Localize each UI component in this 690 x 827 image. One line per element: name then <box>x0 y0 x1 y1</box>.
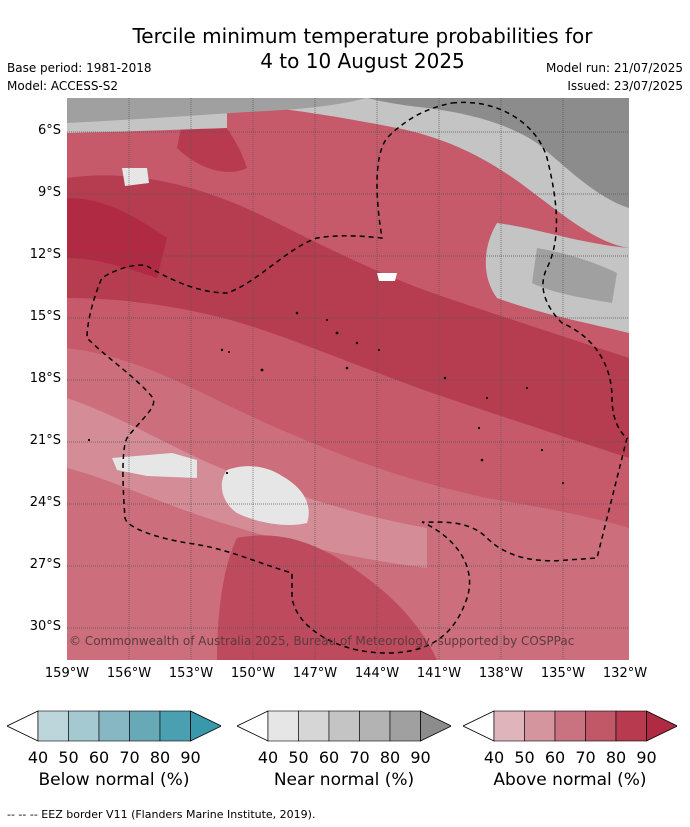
lat-label: 6°S <box>37 123 61 138</box>
above-normal-90-region <box>67 198 167 278</box>
near-normal-90-region <box>367 98 629 208</box>
copyright-notice: © Commonwealth of Australia 2025, Bureau… <box>69 634 575 648</box>
colorbar-tick-label: 40 <box>257 748 279 767</box>
colorbar-tick-label: 60 <box>544 748 566 767</box>
colorbar-tick-label: 80 <box>605 748 627 767</box>
colorbar-segment <box>159 710 191 742</box>
lon-label: 159°W <box>44 666 90 681</box>
above-normal-80-region <box>67 175 629 458</box>
colorbar-segment <box>68 710 100 742</box>
near-normal-patch-2 <box>221 466 309 525</box>
colorbar-tick-label: 90 <box>180 748 201 767</box>
colorbar-segment <box>98 710 130 742</box>
near-normal-north-band <box>67 98 629 248</box>
colorbar-segment <box>328 710 360 742</box>
above-normal-70-south-region <box>217 535 437 660</box>
colorbar-tick-label: 60 <box>88 748 110 767</box>
colorbar-segment <box>37 710 69 742</box>
colorbar-tick-label: 40 <box>27 748 49 767</box>
lat-label: 18°S <box>29 371 61 386</box>
colorbar-segment <box>359 710 391 742</box>
eez-border <box>86 101 628 654</box>
eez-footnote: -- -- -- EEZ border V11 (Flanders Marine… <box>7 808 316 821</box>
colorbar-segment <box>493 710 525 742</box>
legend-above-normal: 40 50 60 70 80 90 Above normal (%) <box>462 710 679 790</box>
islands <box>87 311 564 484</box>
lat-label: 21°S <box>29 433 61 448</box>
legend-label-above-normal: Above normal (%) <box>493 770 647 790</box>
run-info: Model run: 21/07/2025 Issued: 23/07/2025 <box>546 59 683 95</box>
lon-label: 138°W <box>478 666 524 681</box>
lon-label: 141°W <box>416 666 462 681</box>
colorbar-above-normal <box>462 710 679 742</box>
near-normal-patch-1 <box>122 168 149 186</box>
title-line-2: 4 to 10 August 2025 <box>260 49 465 73</box>
near-normal-east-core <box>532 248 617 303</box>
colorbar-segment <box>615 710 647 742</box>
lon-label: 150°W <box>230 666 276 681</box>
colorbar-max-arrow <box>420 710 453 742</box>
near-normal-patch-4 <box>377 273 397 281</box>
issued-text: Issued: 23/07/2025 <box>567 79 683 93</box>
legend-label-near-normal: Near normal (%) <box>273 770 415 790</box>
colorbar-tick-label: 70 <box>119 748 140 767</box>
near-normal-80-region <box>67 98 367 123</box>
legend-near-normal: 40 50 60 70 80 90 Near normal (%) <box>236 710 453 790</box>
base-period-text: Base period: 1981-2018 <box>7 61 152 75</box>
colorbar-segment <box>129 710 161 742</box>
map-svg <box>67 98 629 660</box>
ticks-near-normal: 40 50 60 70 80 90 <box>237 746 451 768</box>
colorbar-tick-label: 50 <box>514 748 535 767</box>
colorbar-tick-label: 80 <box>379 748 401 767</box>
colorbar-tick-label: 40 <box>483 748 505 767</box>
colorbar-min-arrow <box>6 710 39 742</box>
lon-label: 132°W <box>602 666 648 681</box>
colorbar-tick-label: 70 <box>575 748 596 767</box>
probability-map <box>67 98 629 660</box>
lon-label: 156°W <box>106 666 152 681</box>
graticule <box>67 98 629 660</box>
colorbar-tick-label: 70 <box>349 748 370 767</box>
lon-label: 144°W <box>354 666 400 681</box>
colorbar-tick-label: 80 <box>149 748 171 767</box>
lat-label: 30°S <box>29 619 61 634</box>
colorbar-min-arrow <box>462 710 495 742</box>
colorbar-near-normal <box>236 710 453 742</box>
colorbar-segment <box>524 710 556 742</box>
colorbar-tick-label: 90 <box>410 748 431 767</box>
colorbar-segment <box>554 710 586 742</box>
lat-label: 24°S <box>29 495 61 510</box>
colorbar-min-arrow <box>236 710 269 742</box>
lat-label: 15°S <box>29 309 61 324</box>
lon-label: 135°W <box>540 666 586 681</box>
legend-below-normal: 40 50 60 70 80 90 Below normal (%) <box>6 710 223 790</box>
legend-label-below-normal: Below normal (%) <box>38 770 190 790</box>
map-title: Tercile minimum temperature probabilitie… <box>0 24 690 74</box>
colorbar-below-normal <box>6 710 223 742</box>
lat-label: 27°S <box>29 557 61 572</box>
colorbar-segment <box>389 710 421 742</box>
model-text: Model: ACCESS-S2 <box>7 79 119 93</box>
lat-label: 9°S <box>37 185 61 200</box>
near-normal-patch-3 <box>112 453 197 478</box>
colorbar-segment <box>298 710 330 742</box>
lon-label: 147°W <box>292 666 338 681</box>
model-run-text: Model run: 21/07/2025 <box>545 61 683 75</box>
colorbar-max-arrow <box>646 710 679 742</box>
colorbar-tick-label: 50 <box>288 748 309 767</box>
colorbar-segment <box>267 710 299 742</box>
ticks-below-normal: 40 50 60 70 80 90 <box>7 746 221 768</box>
title-line-1: Tercile minimum temperature probabilitie… <box>132 24 593 48</box>
model-info: Base period: 1981-2018 Model: ACCESS-S2 <box>7 59 152 95</box>
lat-label: 12°S <box>29 247 61 262</box>
colorbar-tick-label: 90 <box>636 748 657 767</box>
colorbar-segment <box>585 710 617 742</box>
ticks-above-normal: 40 50 60 70 80 90 <box>463 746 677 768</box>
colorbar-tick-label: 60 <box>318 748 340 767</box>
lon-label: 153°W <box>168 666 214 681</box>
colorbar-tick-label: 50 <box>58 748 79 767</box>
colorbar-max-arrow <box>190 710 223 742</box>
